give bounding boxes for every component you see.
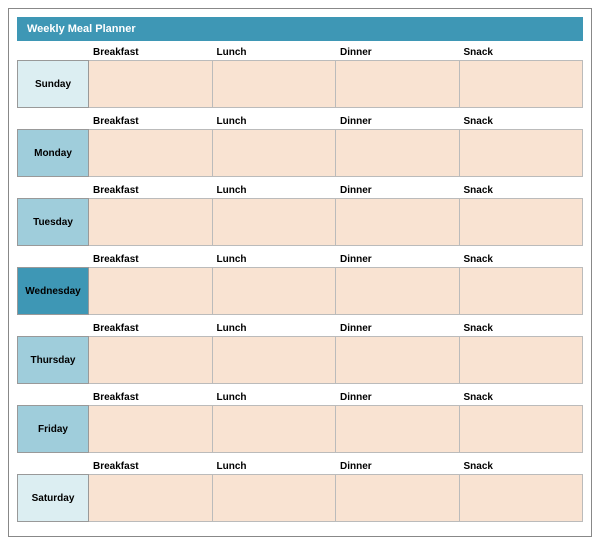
meal-cell[interactable] [89, 336, 213, 384]
day-label-spacer [17, 45, 89, 60]
meal-cell[interactable] [336, 267, 460, 315]
day-label: Monday [17, 129, 89, 177]
meal-header: Snack [460, 252, 584, 267]
planner-frame: Weekly Meal Planner BreakfastLunchDinner… [8, 8, 592, 537]
meal-cell[interactable] [213, 405, 337, 453]
meal-header: Lunch [213, 114, 337, 129]
day-block: BreakfastLunchDinnerSnackWednesday [17, 252, 583, 315]
meal-header: Snack [460, 114, 584, 129]
meal-cell[interactable] [213, 336, 337, 384]
meal-header: Snack [460, 459, 584, 474]
meal-headers: BreakfastLunchDinnerSnack [17, 45, 583, 60]
day-label: Wednesday [17, 267, 89, 315]
days-container: BreakfastLunchDinnerSnackSundayBreakfast… [17, 45, 583, 522]
meal-header: Breakfast [89, 252, 213, 267]
day-row: Sunday [17, 60, 583, 108]
day-label-spacer [17, 183, 89, 198]
meal-cell[interactable] [213, 60, 337, 108]
day-block: BreakfastLunchDinnerSnackTuesday [17, 183, 583, 246]
meal-header: Snack [460, 183, 584, 198]
day-row: Monday [17, 129, 583, 177]
meal-cell[interactable] [213, 198, 337, 246]
meal-header: Dinner [336, 252, 460, 267]
meal-header: Dinner [336, 114, 460, 129]
day-row: Thursday [17, 336, 583, 384]
day-row: Wednesday [17, 267, 583, 315]
meal-cell[interactable] [460, 474, 584, 522]
meal-cell[interactable] [460, 129, 584, 177]
meal-header: Breakfast [89, 390, 213, 405]
meal-header: Breakfast [89, 114, 213, 129]
meal-header: Lunch [213, 45, 337, 60]
meal-cell[interactable] [89, 267, 213, 315]
day-label: Thursday [17, 336, 89, 384]
meal-headers: BreakfastLunchDinnerSnack [17, 183, 583, 198]
meal-header: Snack [460, 390, 584, 405]
meal-cell[interactable] [460, 405, 584, 453]
meal-cell[interactable] [336, 198, 460, 246]
page-title: Weekly Meal Planner [17, 17, 583, 41]
day-row: Friday [17, 405, 583, 453]
meal-cell[interactable] [460, 267, 584, 315]
meal-header: Snack [460, 321, 584, 336]
meal-cell[interactable] [460, 336, 584, 384]
meal-header: Dinner [336, 183, 460, 198]
meal-header: Lunch [213, 321, 337, 336]
day-row: Saturday [17, 474, 583, 522]
meal-header: Dinner [336, 321, 460, 336]
day-label-spacer [17, 321, 89, 336]
day-label-spacer [17, 114, 89, 129]
meal-cell[interactable] [336, 405, 460, 453]
day-label: Saturday [17, 474, 89, 522]
meal-header: Lunch [213, 183, 337, 198]
day-row: Tuesday [17, 198, 583, 246]
day-label-spacer [17, 459, 89, 474]
meal-cell[interactable] [89, 198, 213, 246]
meal-header: Breakfast [89, 183, 213, 198]
day-block: BreakfastLunchDinnerSnackSaturday [17, 459, 583, 522]
meal-header: Snack [460, 45, 584, 60]
meal-cell[interactable] [89, 405, 213, 453]
meal-cell[interactable] [336, 474, 460, 522]
meal-headers: BreakfastLunchDinnerSnack [17, 252, 583, 267]
meal-header: Lunch [213, 252, 337, 267]
day-label: Sunday [17, 60, 89, 108]
day-block: BreakfastLunchDinnerSnackMonday [17, 114, 583, 177]
day-block: BreakfastLunchDinnerSnackThursday [17, 321, 583, 384]
meal-header: Lunch [213, 390, 337, 405]
meal-headers: BreakfastLunchDinnerSnack [17, 459, 583, 474]
day-label-spacer [17, 390, 89, 405]
meal-cell[interactable] [213, 474, 337, 522]
meal-cell[interactable] [460, 60, 584, 108]
meal-header: Dinner [336, 45, 460, 60]
meal-header: Dinner [336, 390, 460, 405]
day-block: BreakfastLunchDinnerSnackFriday [17, 390, 583, 453]
meal-cell[interactable] [336, 129, 460, 177]
meal-header: Breakfast [89, 459, 213, 474]
meal-cell[interactable] [213, 129, 337, 177]
meal-cell[interactable] [460, 198, 584, 246]
meal-header: Breakfast [89, 45, 213, 60]
day-label: Friday [17, 405, 89, 453]
meal-headers: BreakfastLunchDinnerSnack [17, 390, 583, 405]
day-label: Tuesday [17, 198, 89, 246]
meal-cell[interactable] [336, 60, 460, 108]
meal-header: Breakfast [89, 321, 213, 336]
meal-cell[interactable] [89, 129, 213, 177]
meal-cell[interactable] [336, 336, 460, 384]
meal-cell[interactable] [89, 474, 213, 522]
meal-header: Lunch [213, 459, 337, 474]
meal-cell[interactable] [89, 60, 213, 108]
meal-headers: BreakfastLunchDinnerSnack [17, 114, 583, 129]
meal-header: Dinner [336, 459, 460, 474]
meal-headers: BreakfastLunchDinnerSnack [17, 321, 583, 336]
meal-cell[interactable] [213, 267, 337, 315]
day-label-spacer [17, 252, 89, 267]
day-block: BreakfastLunchDinnerSnackSunday [17, 45, 583, 108]
